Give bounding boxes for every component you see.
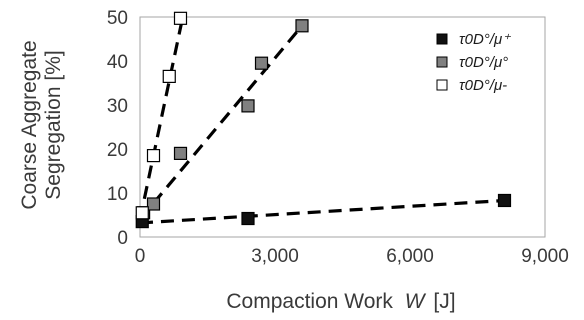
data-point-series-1 bbox=[497, 193, 512, 208]
y-tick-label: 40 bbox=[107, 52, 128, 73]
trendline-series-3 bbox=[138, 16, 185, 220]
trendlines bbox=[138, 16, 505, 225]
data-point-series-2 bbox=[146, 197, 161, 211]
x-tick-label: 6,000 bbox=[386, 246, 434, 267]
tick-labels: 0 3,000 6,000 9,000 0 10 20 30 40 50 bbox=[107, 8, 569, 267]
y-tick-label: 50 bbox=[107, 8, 128, 29]
x-axis-title-var: W bbox=[405, 290, 427, 313]
legend-marker-series-1 bbox=[436, 33, 448, 45]
legend-marker-series-3 bbox=[436, 79, 448, 91]
data-point-series-2 bbox=[173, 146, 188, 160]
data-point-series-3 bbox=[162, 69, 176, 84]
x-axis-title: Compaction Work W [J] bbox=[226, 290, 455, 313]
x-tick-label: 3,000 bbox=[251, 246, 299, 267]
x-axis-title-unit: [J] bbox=[433, 290, 455, 313]
y-axis-title-line1: Coarse Aggregate bbox=[18, 40, 41, 209]
legend-marker-series-2 bbox=[436, 56, 448, 68]
plot-border bbox=[139, 16, 546, 238]
legend-label-series-2: τ0D°/μ° bbox=[459, 54, 508, 71]
trendline-series-1 bbox=[139, 198, 505, 225]
x-tick-label: 9,000 bbox=[521, 246, 569, 267]
plot-area bbox=[139, 16, 546, 238]
y-axis-title-line2: Segregation [%] bbox=[42, 50, 65, 199]
data-point-series-2 bbox=[254, 56, 269, 70]
data-point-series-3 bbox=[135, 206, 149, 220]
y-tick-label: 30 bbox=[107, 96, 128, 117]
legend-label-series-3: τ0D°/μ- bbox=[459, 77, 507, 94]
y-tick-label: 20 bbox=[107, 140, 128, 161]
y-tick-label: 10 bbox=[107, 184, 128, 205]
x-axis-title-text: Compaction Work bbox=[226, 290, 393, 313]
data-point-series-2 bbox=[295, 19, 309, 33]
data-point-series-3 bbox=[173, 11, 188, 25]
data-markers bbox=[135, 11, 512, 229]
legend-label-series-1: τ0D°/μ⁺ bbox=[459, 31, 511, 48]
x-tick-label: 0 bbox=[135, 246, 146, 267]
data-point-series-3 bbox=[146, 149, 161, 163]
data-point-series-2 bbox=[241, 99, 255, 113]
y-tick-label: 0 bbox=[117, 228, 128, 249]
trendline-series-2 bbox=[138, 24, 304, 221]
data-point-series-1 bbox=[241, 211, 255, 226]
legend: τ0D°/μ⁺ τ0D°/μ° τ0D°/μ- bbox=[436, 31, 511, 94]
